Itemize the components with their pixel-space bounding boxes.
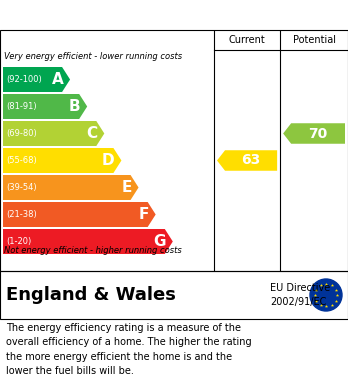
Circle shape bbox=[310, 279, 342, 311]
Text: Not energy efficient - higher running costs: Not energy efficient - higher running co… bbox=[4, 246, 182, 255]
Text: B: B bbox=[69, 99, 80, 114]
Text: (69-80): (69-80) bbox=[6, 129, 37, 138]
Text: (55-68): (55-68) bbox=[6, 156, 37, 165]
Text: F: F bbox=[139, 207, 149, 222]
Text: G: G bbox=[153, 234, 166, 249]
Polygon shape bbox=[3, 94, 87, 119]
Text: (92-100): (92-100) bbox=[6, 75, 42, 84]
Text: (39-54): (39-54) bbox=[6, 183, 37, 192]
Polygon shape bbox=[283, 123, 345, 144]
Text: Current: Current bbox=[229, 35, 266, 45]
Text: Potential: Potential bbox=[293, 35, 335, 45]
Text: Very energy efficient - lower running costs: Very energy efficient - lower running co… bbox=[4, 52, 182, 61]
Text: The energy efficiency rating is a measure of the
overall efficiency of a home. T: The energy efficiency rating is a measur… bbox=[6, 323, 252, 376]
Text: EU Directive
2002/91/EC: EU Directive 2002/91/EC bbox=[270, 283, 330, 307]
Text: A: A bbox=[52, 72, 63, 87]
Text: 63: 63 bbox=[242, 154, 261, 167]
Text: (81-91): (81-91) bbox=[6, 102, 37, 111]
Polygon shape bbox=[3, 175, 139, 200]
Text: 70: 70 bbox=[308, 127, 328, 140]
Text: (1-20): (1-20) bbox=[6, 237, 31, 246]
Polygon shape bbox=[3, 229, 173, 254]
Text: E: E bbox=[121, 180, 132, 195]
Polygon shape bbox=[3, 202, 156, 227]
Polygon shape bbox=[3, 148, 121, 173]
Polygon shape bbox=[217, 150, 277, 171]
Polygon shape bbox=[3, 67, 70, 92]
Text: Energy Efficiency Rating: Energy Efficiency Rating bbox=[8, 7, 210, 23]
Text: (21-38): (21-38) bbox=[6, 210, 37, 219]
Polygon shape bbox=[3, 121, 104, 146]
Text: D: D bbox=[102, 153, 114, 168]
Text: C: C bbox=[86, 126, 97, 141]
Text: England & Wales: England & Wales bbox=[6, 286, 176, 304]
